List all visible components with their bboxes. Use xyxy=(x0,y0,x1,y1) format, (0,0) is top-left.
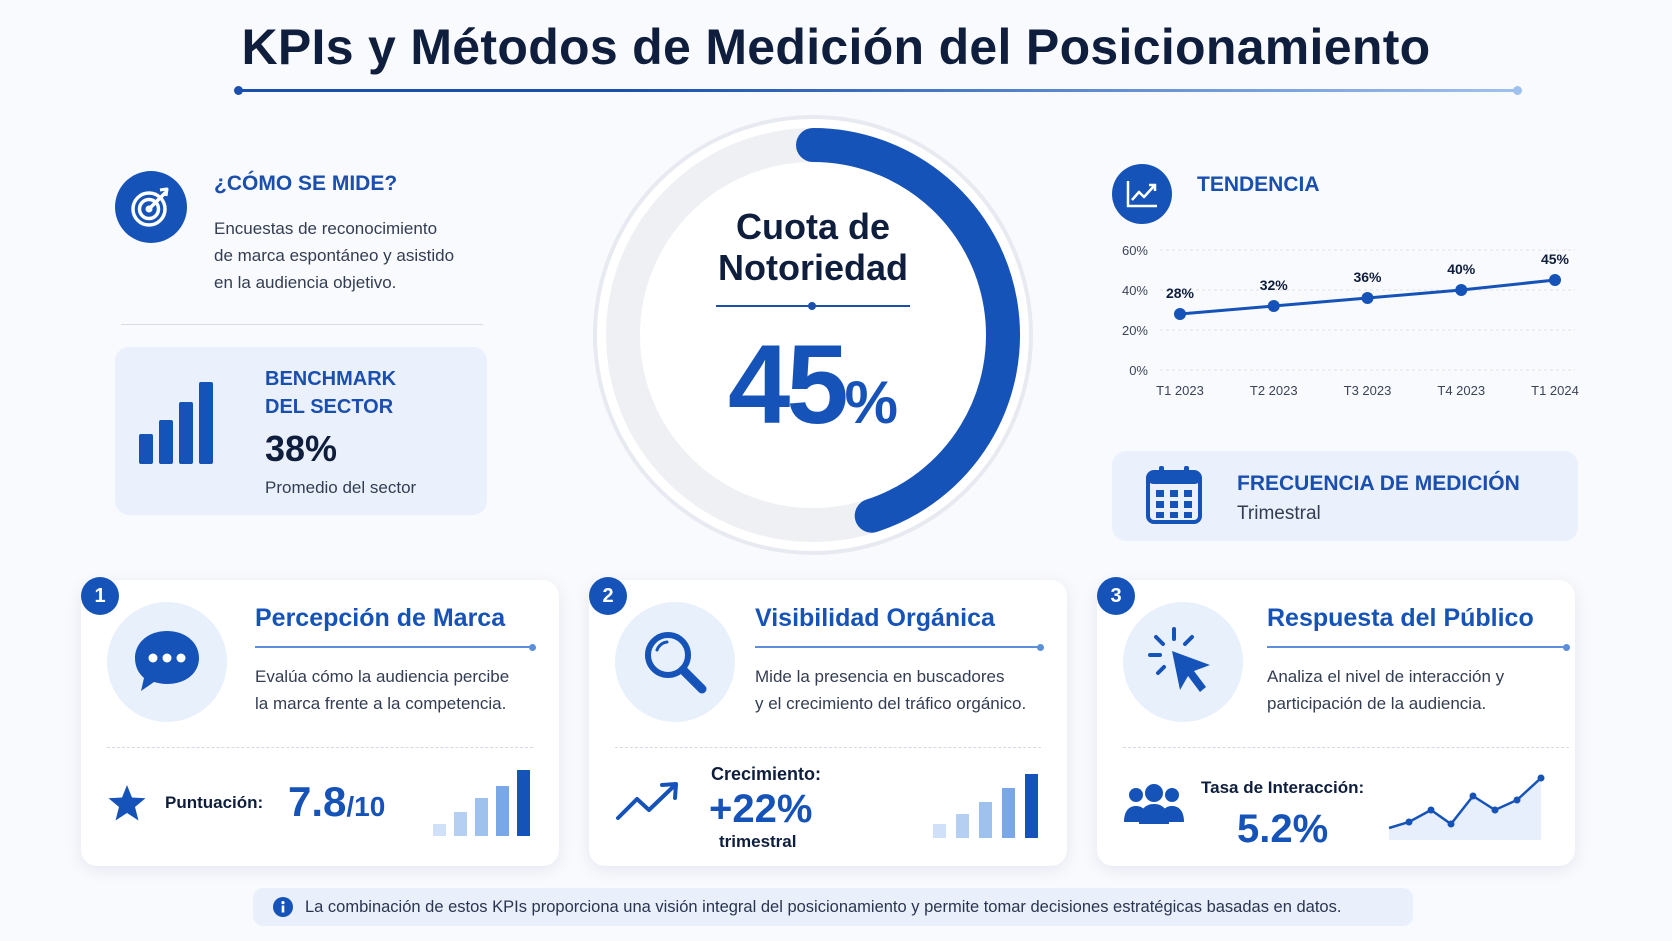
calendar-icon xyxy=(1146,464,1202,524)
card-description: Evalúa cómo la audiencia percibe la marca… xyxy=(255,667,510,713)
x-tick-label: T1 2024 xyxy=(1531,383,1579,398)
target-icon xyxy=(115,171,187,243)
page-title: KPIs y Métodos de Medición del Posiciona… xyxy=(241,19,1431,75)
frequency-value: Trimestral xyxy=(1237,503,1321,524)
metric-label: Tasa de Interacción: xyxy=(1201,778,1365,797)
card-brand-perception: Percepción de Marca Evalúa cómo la audie… xyxy=(81,580,559,866)
data-point xyxy=(1267,300,1280,312)
line-chart-icon xyxy=(1112,164,1172,224)
chat-bubble-icon xyxy=(107,602,227,722)
benchmark-title: BENCHMARK DEL SECTOR xyxy=(265,368,397,418)
metric-label: Crecimiento: xyxy=(711,764,822,784)
x-tick-label: T1 2023 xyxy=(1156,383,1204,398)
benchmark-subtitle: Promedio del sector xyxy=(265,478,417,497)
footer-note xyxy=(253,888,1413,926)
sparkline-icon xyxy=(1385,766,1559,842)
x-tick-label: T2 2023 xyxy=(1250,383,1298,398)
data-point xyxy=(1361,292,1374,304)
metric-suffix: trimestral xyxy=(719,832,797,851)
footer-text: La combinación de estos KPIs proporciona… xyxy=(305,898,1342,916)
trend-title: TENDENCIA xyxy=(1197,173,1320,196)
card-title-underline xyxy=(255,643,536,651)
data-label: 40% xyxy=(1447,261,1476,277)
y-tick-label: 20% xyxy=(1122,323,1148,338)
data-label: 28% xyxy=(1166,285,1195,301)
title-divider xyxy=(234,86,1522,95)
people-icon xyxy=(1123,784,1185,826)
data-label: 32% xyxy=(1260,277,1289,293)
cursor-click-icon xyxy=(1123,602,1243,722)
card-title-underline xyxy=(755,643,1044,651)
gauge-value: 45% xyxy=(728,322,898,447)
card-divider xyxy=(107,747,533,748)
card-public-response: Respuesta del Público Analiza el nivel d… xyxy=(1097,580,1575,866)
gauge-progress-arc xyxy=(796,128,1020,533)
trend-line-chart: 0% 20% 40% 60% T1 2023 T2 2023 T3 2023 T4 2023 T… xyxy=(1122,243,1579,398)
data-point xyxy=(1174,308,1186,320)
card-divider xyxy=(1123,747,1569,748)
mini-bar-chart-icon xyxy=(431,768,533,838)
info-icon xyxy=(273,897,293,917)
y-tick-label: 0% xyxy=(1129,363,1148,378)
how-measured-title: ¿CÓMO SE MIDE? xyxy=(214,172,398,195)
card-number-badge: 3 xyxy=(1097,577,1135,615)
card-description: Mide la presencia en buscadores y el crec… xyxy=(755,667,1027,713)
card-title: Percepción de Marca xyxy=(255,604,506,632)
data-point xyxy=(1455,284,1468,296)
benchmark-value: 38% xyxy=(265,428,338,469)
y-tick-label: 60% xyxy=(1122,243,1148,258)
card-title: Visibilidad Orgánica xyxy=(755,604,995,632)
x-tick-label: T3 2023 xyxy=(1344,383,1392,398)
magnifier-icon xyxy=(615,602,735,722)
frequency-title: FRECUENCIA DE MEDICIÓN xyxy=(1237,472,1520,495)
data-point xyxy=(1549,274,1561,286)
metric-value: 7.8/10 xyxy=(288,778,386,825)
data-label: 45% xyxy=(1541,251,1570,267)
divider xyxy=(121,324,483,325)
metric-value: +22% xyxy=(709,787,813,831)
gauge-title: Cuota de Notoriedad xyxy=(717,206,908,288)
mini-bar-chart-icon xyxy=(931,770,1041,840)
bar-chart-icon xyxy=(139,380,219,466)
card-organic-visibility: Visibilidad Orgánica Mide la presencia e… xyxy=(589,580,1067,866)
benchmark-panel xyxy=(115,347,487,515)
metric-label: Puntuación: xyxy=(165,793,264,812)
gauge-divider xyxy=(716,302,910,310)
card-number-badge: 2 xyxy=(589,577,627,615)
card-title: Respuesta del Público xyxy=(1267,604,1534,632)
trend-up-icon xyxy=(615,780,681,824)
x-tick-label: T4 2023 xyxy=(1437,383,1485,398)
y-tick-label: 40% xyxy=(1122,283,1148,298)
card-number-badge: 1 xyxy=(81,577,119,615)
card-divider xyxy=(615,747,1041,748)
card-description: Analiza el nivel de interacción y partici… xyxy=(1267,667,1505,713)
card-title-underline xyxy=(1267,643,1570,651)
gauge-ring xyxy=(593,115,1033,555)
how-measured-text: Encuestas de reconocimiento de marca esp… xyxy=(214,219,455,292)
metric-value: 5.2% xyxy=(1237,807,1329,851)
data-label: 36% xyxy=(1353,269,1382,285)
star-icon xyxy=(107,783,147,823)
